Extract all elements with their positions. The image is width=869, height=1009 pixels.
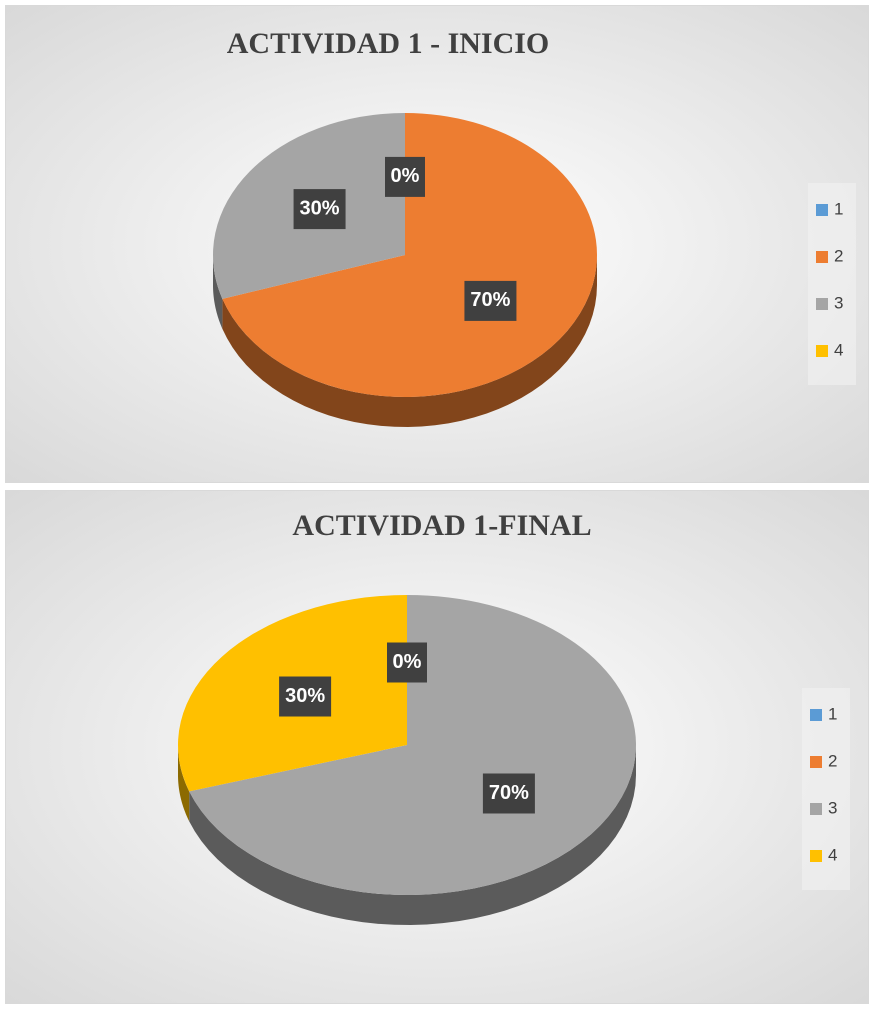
legend-label: 3 — [828, 798, 837, 817]
legend-swatch — [810, 803, 822, 815]
data-label-box — [279, 676, 332, 717]
legend-label: 1 — [834, 199, 843, 218]
data-label: 70% — [470, 289, 510, 311]
legend-swatch — [810, 709, 822, 721]
data-label: 70% — [489, 782, 529, 804]
chart-title: ACTIVIDAD 1 - INICIO — [227, 27, 550, 60]
data-label: 0% — [393, 651, 422, 673]
data-label-box — [293, 189, 346, 230]
pie-slice — [222, 113, 598, 397]
legend-swatch — [816, 298, 828, 310]
legend-swatch — [810, 756, 822, 768]
legend-label: 1 — [828, 704, 837, 723]
data-label-box — [464, 280, 517, 321]
chart-title: ACTIVIDAD 1-FINAL — [292, 509, 591, 542]
data-label: 0% — [391, 165, 420, 187]
chart: ACTIVIDAD 1 - INICIO 0% 70% 30% 1 2 3 4 — [5, 5, 869, 483]
legend-box — [808, 183, 856, 385]
pie-side — [222, 255, 597, 427]
pie-side — [189, 745, 636, 925]
data-label-box — [385, 156, 425, 197]
legend-label: 4 — [828, 845, 837, 864]
legend-swatch — [810, 850, 822, 862]
chart: ACTIVIDAD 1-FINAL 0% 70% 30% 1 2 3 4 — [5, 490, 869, 1004]
legend-label: 2 — [834, 246, 843, 265]
legend-swatch — [816, 345, 828, 357]
legend-swatch — [816, 204, 828, 216]
legend-swatch — [816, 251, 828, 263]
data-label-box — [387, 642, 427, 683]
data-label-box — [482, 773, 535, 814]
data-label: 30% — [285, 685, 325, 707]
legend-label: 3 — [834, 293, 843, 312]
legend-label: 4 — [834, 340, 843, 359]
pie-side — [178, 745, 190, 822]
legend-box — [802, 688, 850, 890]
legend-label: 2 — [828, 751, 837, 770]
pie-side — [213, 255, 223, 329]
data-label: 30% — [300, 197, 340, 219]
pie-slice — [189, 595, 636, 895]
